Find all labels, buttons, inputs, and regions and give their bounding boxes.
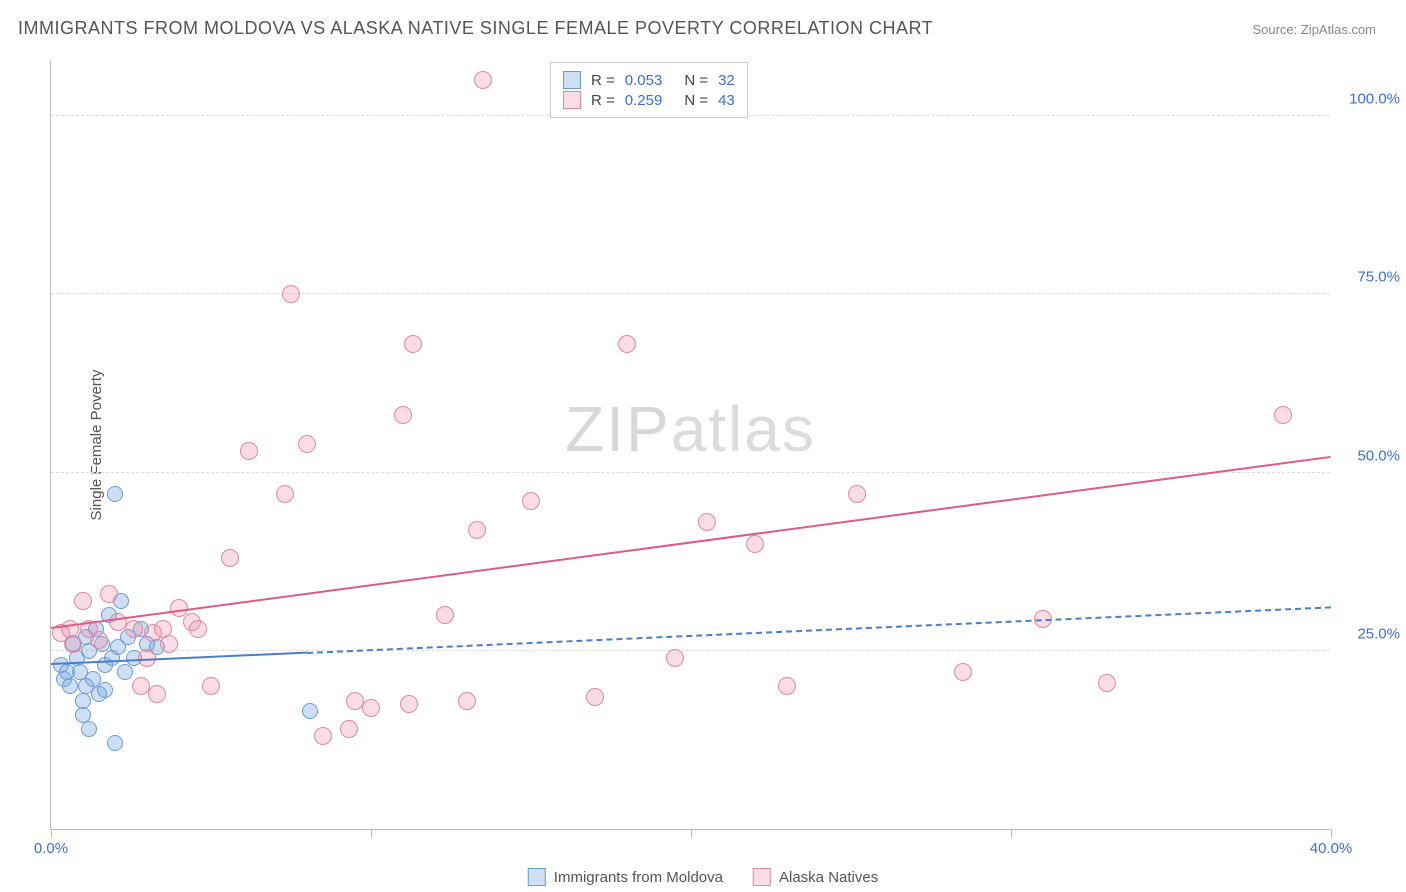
scatter-point xyxy=(778,677,796,695)
trend-line xyxy=(51,456,1331,629)
series-legend-item-2: Alaska Natives xyxy=(753,868,878,886)
scatter-point xyxy=(64,635,82,653)
scatter-point xyxy=(400,695,418,713)
watermark: ZIPatlas xyxy=(565,392,816,466)
legend-swatch-alaska-bottom xyxy=(753,868,771,886)
scatter-point xyxy=(189,620,207,638)
n-value-2: 43 xyxy=(718,92,735,109)
legend-swatch-moldova-bottom xyxy=(528,868,546,886)
chart-title: IMMIGRANTS FROM MOLDOVA VS ALASKA NATIVE… xyxy=(18,18,933,39)
scatter-point xyxy=(522,492,540,510)
y-tick-label: 75.0% xyxy=(1340,269,1400,286)
x-tick xyxy=(691,829,692,837)
scatter-point xyxy=(666,649,684,667)
scatter-point xyxy=(81,721,97,737)
scatter-point xyxy=(276,485,294,503)
r-value-1: 0.053 xyxy=(625,72,663,89)
x-tick xyxy=(371,829,372,837)
scatter-point xyxy=(298,435,316,453)
r-label-2: R = xyxy=(591,92,615,109)
series-legend-item-1: Immigrants from Moldova xyxy=(528,868,723,886)
x-tick xyxy=(1011,829,1012,837)
n-label-2: N = xyxy=(684,92,708,109)
scatter-point xyxy=(117,664,133,680)
scatter-point xyxy=(746,535,764,553)
legend-swatch-alaska xyxy=(563,91,581,109)
scatter-point xyxy=(954,663,972,681)
correlation-legend: R = 0.053 N = 32 R = 0.259 N = 43 xyxy=(550,62,748,118)
scatter-point xyxy=(586,688,604,706)
scatter-point xyxy=(618,335,636,353)
correlation-legend-row-1: R = 0.053 N = 32 xyxy=(563,71,735,89)
scatter-point xyxy=(202,677,220,695)
watermark-bold: ZIP xyxy=(565,393,671,465)
y-axis-title: Single Female Poverty xyxy=(88,369,105,520)
n-value-1: 32 xyxy=(718,72,735,89)
series-2-label: Alaska Natives xyxy=(779,869,878,886)
scatter-point xyxy=(62,678,78,694)
scatter-point xyxy=(362,699,380,717)
scatter-point xyxy=(698,513,716,531)
grid-line xyxy=(51,472,1330,473)
scatter-point xyxy=(78,678,94,694)
scatter-point xyxy=(125,620,143,638)
scatter-point xyxy=(90,631,108,649)
scatter-point xyxy=(474,71,492,89)
chart-container: IMMIGRANTS FROM MOLDOVA VS ALASKA NATIVE… xyxy=(0,0,1406,892)
y-tick-label: 25.0% xyxy=(1340,625,1400,642)
x-tick-label: 0.0% xyxy=(34,840,68,857)
scatter-point xyxy=(436,606,454,624)
watermark-thin: atlas xyxy=(671,393,816,465)
source-attribution: Source: ZipAtlas.com xyxy=(1252,22,1376,37)
scatter-point xyxy=(148,685,166,703)
scatter-point xyxy=(848,485,866,503)
x-tick-label: 40.0% xyxy=(1310,840,1353,857)
series-legend: Immigrants from Moldova Alaska Natives xyxy=(528,868,878,886)
scatter-point xyxy=(340,720,358,738)
scatter-point xyxy=(404,335,422,353)
grid-line xyxy=(51,650,1330,651)
scatter-point xyxy=(221,549,239,567)
scatter-point xyxy=(302,703,318,719)
source-label: Source: xyxy=(1252,22,1300,37)
scatter-point xyxy=(458,692,476,710)
scatter-point xyxy=(74,592,92,610)
scatter-point xyxy=(1274,406,1292,424)
trend-line xyxy=(307,606,1331,654)
scatter-point xyxy=(240,442,258,460)
y-tick-label: 100.0% xyxy=(1340,91,1400,108)
correlation-legend-row-2: R = 0.259 N = 43 xyxy=(563,91,735,109)
x-tick xyxy=(1331,829,1332,837)
source-value: ZipAtlas.com xyxy=(1301,22,1376,37)
scatter-point xyxy=(107,735,123,751)
scatter-point xyxy=(468,521,486,539)
series-1-label: Immigrants from Moldova xyxy=(554,869,723,886)
scatter-point xyxy=(1098,674,1116,692)
legend-swatch-moldova xyxy=(563,71,581,89)
plot-area: ZIPatlas Single Female Poverty 25.0%50.0… xyxy=(50,60,1330,830)
scatter-point xyxy=(314,727,332,745)
n-label-1: N = xyxy=(684,72,708,89)
scatter-point xyxy=(282,285,300,303)
scatter-point xyxy=(107,486,123,502)
y-tick-label: 50.0% xyxy=(1340,447,1400,464)
scatter-point xyxy=(97,682,113,698)
r-label-1: R = xyxy=(591,72,615,89)
x-tick xyxy=(51,829,52,837)
scatter-point xyxy=(160,635,178,653)
grid-line xyxy=(51,293,1330,294)
scatter-point xyxy=(394,406,412,424)
scatter-point xyxy=(100,585,118,603)
r-value-2: 0.259 xyxy=(625,92,663,109)
